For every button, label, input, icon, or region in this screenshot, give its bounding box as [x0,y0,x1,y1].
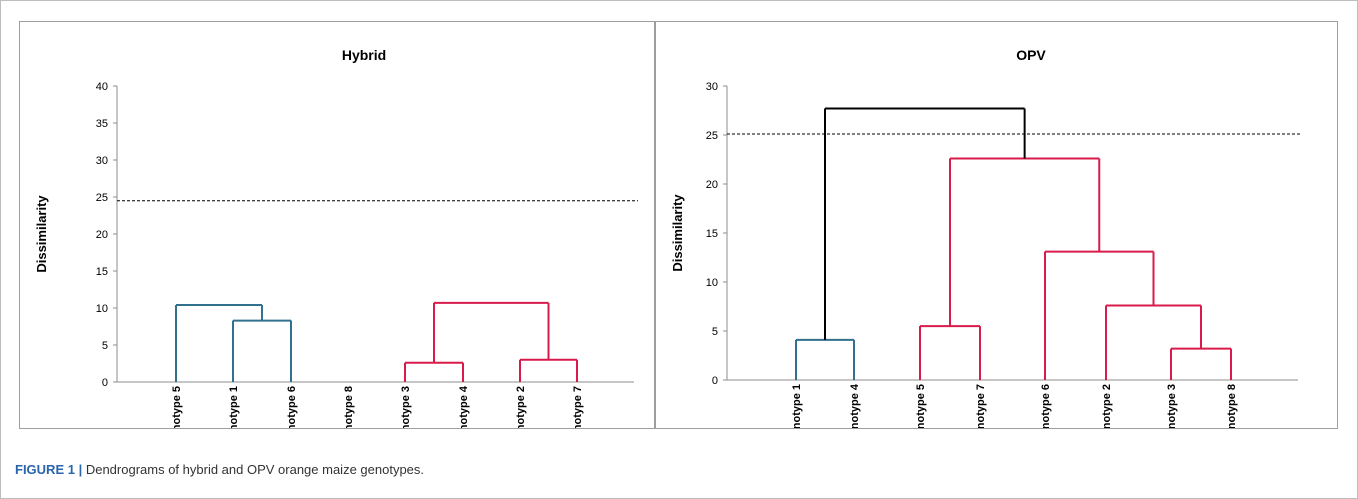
caption-label: FIGURE 1 | [15,462,83,477]
y-tick-label: 5 [712,326,718,338]
opv-chart-panel: OPV Dissimilarity 0 5 10 15 20 25 30 Genotype 1 Ge… [655,21,1338,444]
leaf-label: Genotype 1 [228,386,240,428]
y-tick-label: 5 [102,340,108,352]
leaf-label: Genotype 3 [400,386,412,428]
leaf-label: Genotype 8 [343,386,355,428]
y-tick-label: 25 [96,192,108,204]
leaf-label: Genotype 4 [849,383,861,428]
leaf-label: Genotype 6 [1040,384,1052,428]
y-tick-label: 25 [706,130,718,142]
y-tick-label: 40 [96,81,108,93]
leaf-label: Genotype 5 [915,384,927,428]
y-tick-label: 30 [96,155,108,167]
leaf-label: Genotype 1 [791,384,803,428]
leaf-label: Genotype 6 [286,386,298,428]
y-tick-label: 30 [706,81,718,93]
leaf-label: Genotype 2 [1101,384,1113,428]
leaf-label: Genotype 7 [975,384,987,428]
leaf-label: Genotype 2 [515,386,527,428]
y-tick-label: 10 [706,277,718,289]
y-axis-label: Dissimilarity [670,194,685,272]
figure-caption: FIGURE 1 | Dendrograms of hybrid and OPV… [15,462,424,477]
chart-title: OPV [1016,47,1046,63]
y-tick-label: 20 [706,179,718,191]
opv-dendrogram: OPV Dissimilarity 0 5 10 15 20 25 30 Genotype 1 Ge… [670,47,1302,444]
y-tick-label: 20 [96,229,108,241]
leaf-label: Genotype 7 [572,386,584,428]
y-tick-label: 15 [706,228,718,240]
leaf-label: Genotype 5 [171,386,183,428]
chart-title: Hybrid [342,47,386,63]
leaf-label: Genotype 4 [458,385,470,428]
hybrid-dendrogram: Hybrid Dissimilarity 0 5 10 15 20 25 30 35 40 Genot… [34,47,638,446]
hybrid-chart-panel: Hybrid Dissimilarity 0 5 10 15 20 25 30 35 40 Genot… [19,21,655,446]
y-tick-label: 0 [712,375,718,387]
y-tick-label: 35 [96,118,108,130]
leaf-label: Genotype 3 [1166,384,1178,428]
y-tick-label: 0 [102,377,108,389]
y-axis-label: Dissimilarity [34,195,49,273]
y-tick-label: 10 [96,303,108,315]
leaf-label: Genotype 8 [1226,384,1238,428]
caption-text: Dendrograms of hybrid and OPV orange mai… [85,462,425,477]
y-tick-label: 15 [96,266,108,278]
